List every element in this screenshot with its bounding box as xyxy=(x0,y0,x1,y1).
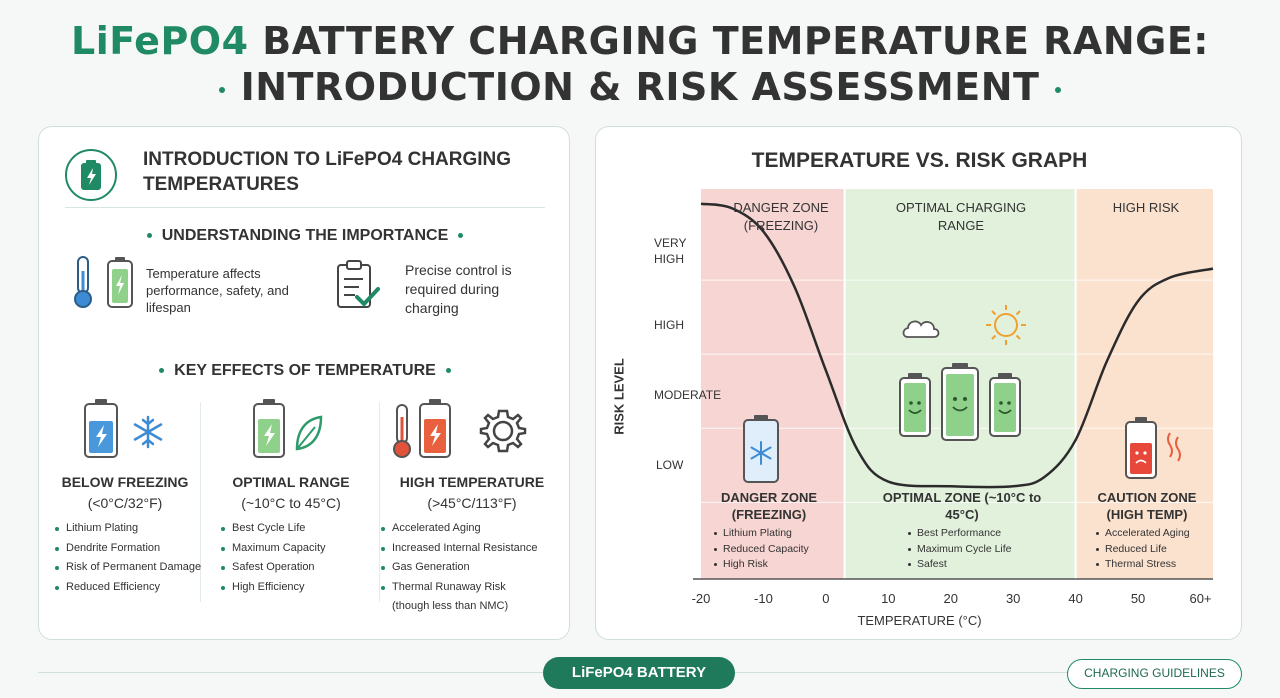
x-axis-title: TEMPERATURE (°C) xyxy=(857,613,982,628)
happy-battery-icon xyxy=(899,373,931,437)
intro-title: INTRODUCTION TO LiFePO4 CHARGING TEMPERA… xyxy=(143,149,512,195)
introduction-panel: INTRODUCTION TO LiFePO4 CHARGING TEMPERA… xyxy=(38,126,570,640)
column-title: OPTIMAL RANGE xyxy=(232,474,350,490)
effect-column-freezing: BELOW FREEZING (<0°C/32°F) Lithium Plati… xyxy=(45,389,205,609)
title-line-2: INTRODUCTION & RISK ASSESSMENT xyxy=(0,64,1280,110)
y-axis-title: RISK LEVEL xyxy=(611,358,627,435)
zone-foot-caution: CAUTION ZONE (HIGH TEMP) xyxy=(1097,490,1197,522)
title-line-1-text: BATTERY CHARGING TEMPERATURE RANGE: xyxy=(262,19,1209,63)
title-dot-right xyxy=(1055,86,1062,93)
zone-list-caution: Accelerated Aging Reduced Life Thermal S… xyxy=(1096,526,1190,573)
column-divider xyxy=(200,402,201,602)
importance-heading: UNDERSTANDING THE IMPORTANCE xyxy=(39,227,571,245)
y-tick-high: HIGH xyxy=(654,318,684,332)
x-tick-label: -20 xyxy=(691,591,711,606)
y-tick-moderate: MODERATE xyxy=(654,388,722,402)
zone-foot-optimal: OPTIMAL ZONE (~10°C to 45°C) xyxy=(882,490,1042,522)
effects-heading: KEY EFFECTS OF TEMPERATURE xyxy=(39,362,571,380)
zone-foot-danger: DANGER ZONE (FREEZING) xyxy=(720,490,818,522)
title-dot-left xyxy=(218,86,225,93)
zone-label-optimal: OPTIMAL CHARGING RANGE xyxy=(895,200,1027,233)
x-tick-label: 10 xyxy=(881,591,896,606)
snowflake-icon xyxy=(133,415,163,449)
column-title: HIGH TEMPERATURE xyxy=(399,474,545,490)
graph-title: TEMPERATURE VS. RISK GRAPH xyxy=(751,149,1088,172)
gear-icon xyxy=(479,409,527,453)
footer-guidelines-pill[interactable]: CHARGING GUIDELINES xyxy=(1067,659,1242,689)
zone-label-high-risk: HIGH RISK xyxy=(1112,200,1180,215)
risk-graph-panel: TEMPERATURE VS. RISK GRAPH xyxy=(595,126,1242,640)
title-line-1: LiFePO4 BATTERY CHARGING TEMPERATURE RAN… xyxy=(0,18,1280,64)
y-tick-very-high: VERY HIGH xyxy=(654,236,687,266)
battery-cold-icon xyxy=(84,399,118,458)
battery-optimal-icon xyxy=(253,399,285,458)
x-tick-label: 20 xyxy=(943,591,958,606)
sun-icon xyxy=(986,305,1026,345)
page-title: LiFePO4 BATTERY CHARGING TEMPERATURE RAN… xyxy=(0,18,1280,110)
checklist-icon xyxy=(337,260,380,308)
battery-charge-icon xyxy=(65,149,117,201)
column-range: (<0°C/32°F) xyxy=(87,495,163,511)
x-tick-label: -10 xyxy=(754,591,773,606)
zone-list-optimal: Best Performance Maximum Cycle Life Safe… xyxy=(908,526,1012,573)
risk-curve-line xyxy=(700,202,1214,489)
importance-text-2: Precise control is required during charg… xyxy=(405,262,512,316)
zone-label-danger: DANGER ZONE (FREEZING) xyxy=(733,200,829,233)
effect-column-optimal: OPTIMAL RANGE (~10°C to 45°C) Best Cycle… xyxy=(207,389,375,609)
happy-battery-icon xyxy=(941,363,979,441)
title-brand: LiFePO4 xyxy=(71,19,249,63)
frozen-battery-icon xyxy=(743,415,779,483)
leaf-icon xyxy=(295,415,323,451)
x-tick-label: 40 xyxy=(1068,591,1083,606)
effect-list: Accelerated Aging Increased Internal Res… xyxy=(381,519,538,617)
battery-hot-icon xyxy=(419,399,451,458)
footer-brand-badge: LiFePO4 BATTERY xyxy=(543,657,735,689)
x-tick-label: 0 xyxy=(822,591,830,606)
column-title: BELOW FREEZING xyxy=(61,474,189,490)
footer-divider xyxy=(38,672,543,673)
thermometer-hot-icon xyxy=(393,404,411,458)
hot-battery-icon xyxy=(1125,417,1157,479)
effect-list: Lithium Plating Dendrite Formation Risk … xyxy=(55,519,201,597)
x-tick-label: 50 xyxy=(1130,591,1146,606)
heat-wave-icon xyxy=(1167,432,1181,462)
x-tick-label: 30 xyxy=(1005,591,1021,606)
importance-text-1: Temperature affects performance, safety,… xyxy=(146,266,289,315)
thermometer-icon xyxy=(74,256,92,308)
happy-battery-icon xyxy=(989,373,1021,437)
column-range: (~10°C to 45°C) xyxy=(241,495,341,511)
footer-divider xyxy=(735,672,1067,673)
risk-chart xyxy=(693,189,1214,580)
danger-zone-band xyxy=(701,189,845,579)
column-range: (>45°C/113°F) xyxy=(427,495,517,511)
y-tick-low: LOW xyxy=(656,458,684,472)
title-line-2-text: INTRODUCTION & RISK ASSESSMENT xyxy=(240,65,1040,109)
cloud-icon xyxy=(902,320,940,338)
effect-list: Best Cycle Life Maximum Capacity Safest … xyxy=(221,519,326,597)
divider xyxy=(65,207,545,208)
column-divider xyxy=(379,402,380,602)
zone-list-danger: Lithium Plating Reduced Capacity High Ri… xyxy=(714,526,809,573)
battery-icon xyxy=(107,257,133,308)
x-tick-label: 60+ xyxy=(1189,591,1212,606)
effect-column-high: HIGH TEMPERATURE (>45°C/113°F) Accelerat… xyxy=(379,389,565,612)
